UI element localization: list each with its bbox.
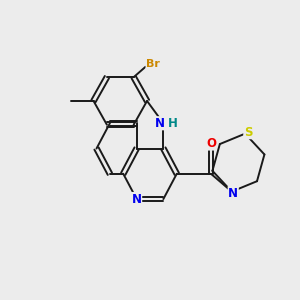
Text: H: H [168, 117, 178, 130]
Text: O: O [206, 137, 216, 150]
Text: N: N [228, 187, 238, 200]
Text: N: N [132, 193, 142, 206]
Text: S: S [244, 126, 252, 139]
Text: Br: Br [146, 59, 160, 69]
Text: N: N [155, 117, 165, 130]
